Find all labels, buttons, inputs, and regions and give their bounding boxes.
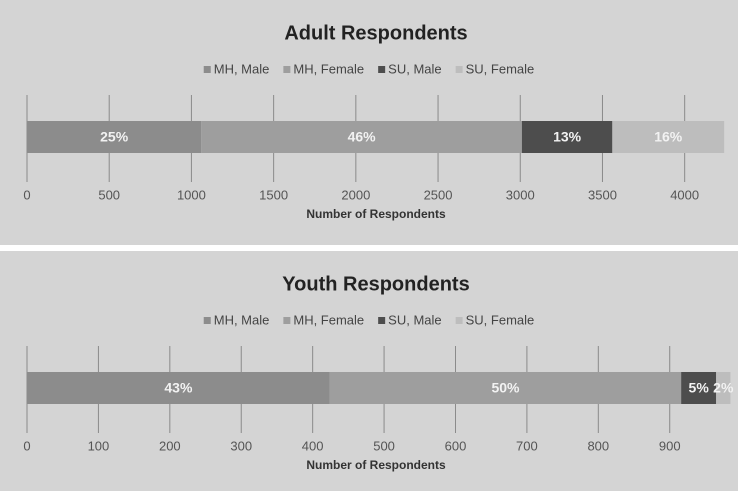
x-tick-label: 700 [516, 438, 538, 453]
bar-segment [612, 121, 725, 153]
legend-label: MH, Female [293, 61, 364, 76]
x-tick-label: 3000 [506, 187, 535, 202]
x-tick-label: 100 [88, 438, 110, 453]
legend-swatch [203, 317, 211, 324]
x-tick-label: 900 [659, 438, 681, 453]
value-label: 13% [553, 129, 582, 145]
chart-title: Youth Respondents [282, 273, 469, 295]
value-label: 46% [348, 129, 377, 145]
bar-segment [201, 121, 522, 153]
x-tick-label: 3500 [588, 187, 617, 202]
value-label: 16% [654, 129, 683, 145]
x-tick-label: 600 [445, 438, 467, 453]
x-tick-label: 1500 [259, 187, 288, 202]
legend-label: SU, Female [466, 61, 535, 76]
legend-swatch [378, 66, 386, 73]
legend-swatch [203, 66, 211, 73]
legend-label: SU, Male [388, 312, 441, 327]
legend-label: MH, Male [214, 312, 270, 327]
x-tick-label: 500 [373, 438, 395, 453]
bar-segment [27, 372, 330, 404]
legend-label: SU, Female [466, 312, 535, 327]
legend-swatch [283, 317, 291, 324]
value-label: 50% [491, 380, 520, 396]
value-label: 25% [100, 129, 129, 145]
x-tick-label: 2000 [341, 187, 370, 202]
bar-segment [716, 372, 731, 404]
legend-label: MH, Male [214, 61, 270, 76]
legend-label: SU, Male [388, 61, 441, 76]
x-tick-label: 0 [23, 187, 30, 202]
bar-segment [521, 121, 613, 153]
x-tick-label: 0 [23, 438, 30, 453]
legend-label: MH, Female [293, 312, 364, 327]
panel [0, 251, 738, 491]
legend-swatch [378, 317, 386, 324]
value-label: 2% [713, 380, 734, 396]
legend-swatch [283, 66, 291, 73]
x-tick-label: 200 [159, 438, 181, 453]
value-label: 43% [164, 380, 193, 396]
x-tick-label: 500 [98, 187, 120, 202]
x-tick-label: 4000 [670, 187, 699, 202]
legend-swatch [455, 66, 463, 73]
x-axis-label: Number of Respondents [306, 207, 446, 221]
bar-segment [27, 121, 202, 153]
value-label: 5% [689, 380, 710, 396]
x-axis-label: Number of Respondents [306, 458, 446, 472]
x-tick-label: 300 [230, 438, 252, 453]
x-tick-label: 1000 [177, 187, 206, 202]
x-tick-label: 400 [302, 438, 324, 453]
chart-title: Adult Respondents [284, 22, 467, 44]
bar-segment [329, 372, 682, 404]
x-tick-label: 800 [587, 438, 609, 453]
x-tick-label: 2500 [424, 187, 453, 202]
bar-segment [681, 372, 717, 404]
legend-swatch [455, 317, 463, 324]
